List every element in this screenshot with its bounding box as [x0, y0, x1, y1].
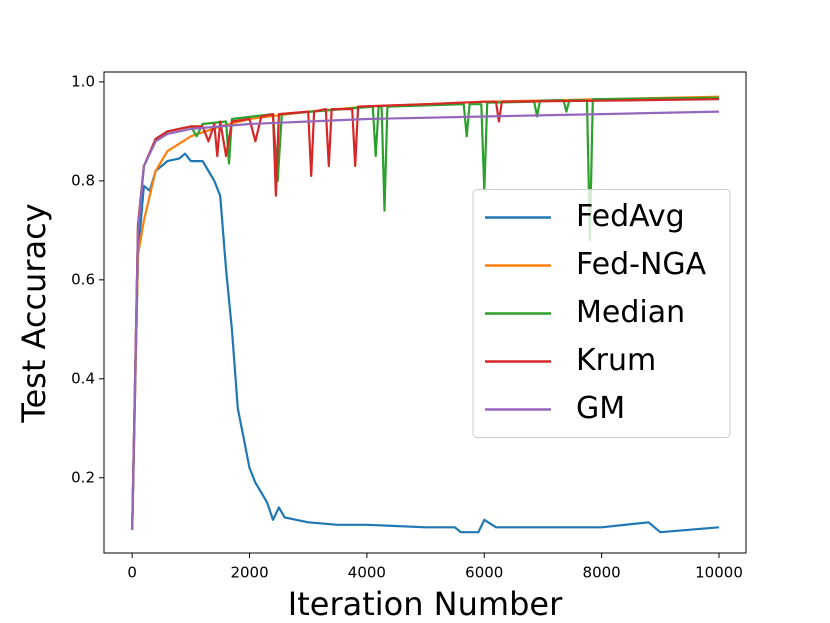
x-tick-label: 4000 — [348, 564, 386, 582]
legend-box — [472, 189, 731, 438]
y-tick-label: 0.4 — [71, 369, 95, 387]
line-series — [131, 110, 720, 530]
x-tick-label: 2000 — [230, 564, 268, 582]
y-tick-label: 0.2 — [71, 468, 95, 486]
plot-frame — [103, 71, 747, 554]
line-series — [131, 152, 720, 534]
legend-label: FedAvg — [576, 199, 685, 234]
legend: FedAvg Fed-NGA Median Krum GM — [472, 189, 731, 438]
x-axis-label: Iteration Number — [288, 585, 563, 623]
legend-label: GM — [576, 391, 625, 426]
x-tick-label: 6000 — [465, 564, 503, 582]
y-tick-label: 0.8 — [71, 171, 95, 189]
x-tick-label: 0 — [127, 564, 137, 582]
y-tick-label: 1.0 — [71, 72, 95, 90]
x-tick-label: 8000 — [583, 564, 621, 582]
legend-label: Fed-NGA — [576, 247, 707, 282]
legend-label: Median — [576, 295, 685, 330]
y-axis-label: Test Accuracy — [15, 203, 53, 423]
line-series — [131, 98, 720, 530]
legend-label: Krum — [576, 343, 656, 378]
x-tick-label: 10000 — [695, 564, 743, 582]
y-tick-label: 0.6 — [71, 270, 95, 288]
